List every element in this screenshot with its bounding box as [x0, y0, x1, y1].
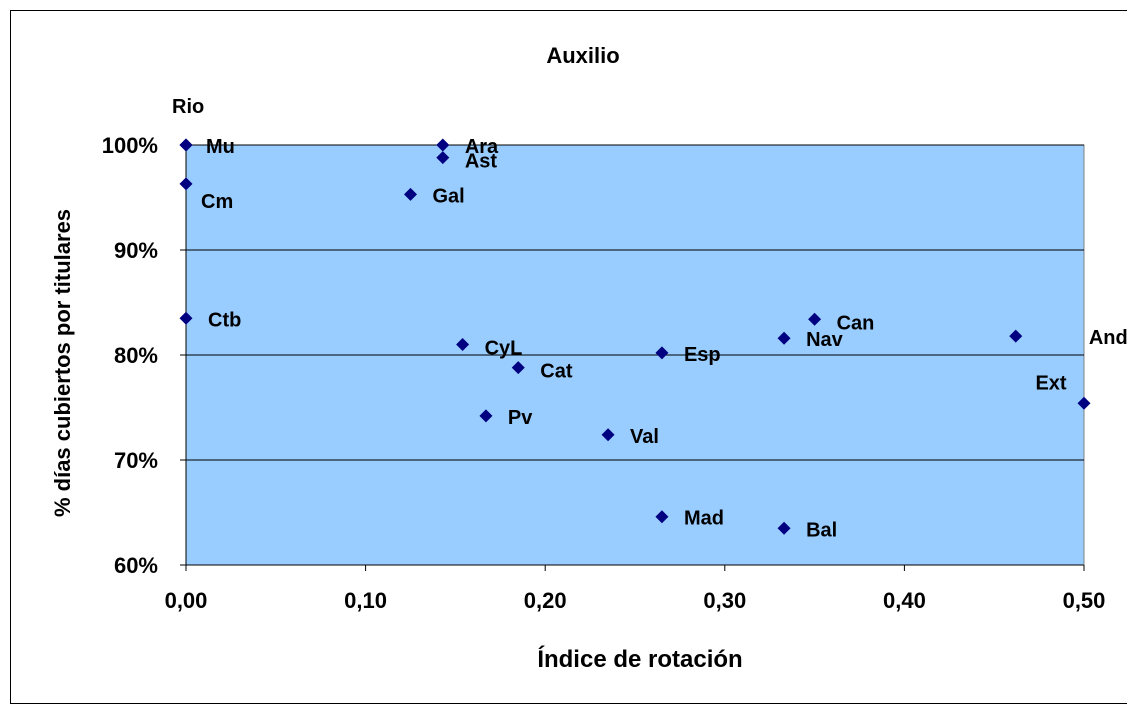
data-label-gal: Gal: [433, 185, 465, 207]
y-tick-label: 90%: [114, 238, 158, 263]
data-label-esp: Esp: [684, 344, 721, 366]
data-point-cat: [511, 361, 525, 375]
x-tick-label: 0,50: [1063, 588, 1106, 613]
y-axis-label: % días cubiertos por titulares: [50, 209, 75, 517]
data-label-ast: Ast: [465, 151, 498, 173]
data-point-and: [1009, 329, 1023, 343]
y-tick-label: 60%: [114, 553, 158, 578]
x-tick-label: 0,10: [344, 588, 387, 613]
data-point-ext: [1077, 396, 1091, 410]
y-tick-label: 80%: [114, 343, 158, 368]
chart-title: Auxilio: [546, 43, 619, 68]
data-point-can: [808, 312, 822, 326]
data-label-can: Can: [837, 312, 875, 334]
x-tick-label: 0,20: [524, 588, 567, 613]
data-label-mu: Mu: [206, 136, 235, 158]
x-tick-label: 0,40: [883, 588, 926, 613]
data-point-ara: [436, 138, 450, 152]
data-label-cat: Cat: [540, 361, 573, 383]
data-point-mu: [179, 138, 193, 152]
data-markers: [179, 138, 1091, 535]
data-label-ext: Ext: [1035, 372, 1066, 394]
data-point-val: [601, 428, 615, 442]
data-point-cyl: [456, 338, 470, 351]
data-label-val: Val: [630, 426, 659, 448]
x-tick-label: 0,00: [165, 588, 208, 613]
data-point-mad: [655, 510, 669, 524]
data-label-ctb: Ctb: [208, 309, 241, 331]
data-label-mad: Mad: [684, 508, 724, 530]
gridlines: [186, 144, 1084, 461]
data-point-pv: [479, 409, 493, 423]
data-point-gal: [404, 187, 417, 201]
data-label-and: And: [1089, 327, 1128, 349]
data-point-ast: [436, 151, 450, 165]
data-label-ara: Ara: [465, 136, 499, 158]
data-label-cm: Cm: [201, 191, 233, 213]
y-tick-label: 70%: [114, 448, 158, 473]
data-label-nav: Nav: [806, 329, 844, 351]
y-tick-label: 100%: [102, 133, 158, 158]
data-point-ctb: [179, 311, 193, 325]
data-point-cm: [179, 177, 193, 191]
data-point-nav: [777, 331, 791, 345]
y-axis-ticks: 60% 70% 80% 90% 100%: [102, 133, 186, 578]
data-point-bal: [777, 521, 791, 535]
data-label-bal: Bal: [806, 519, 837, 541]
x-axis-ticks: 0,00 0,10 0,20 0,30 0,40 0,50: [165, 565, 1106, 613]
x-axis-label: Índice de rotación: [537, 645, 742, 673]
data-label-pv: Pv: [508, 407, 533, 429]
data-point-esp: [655, 346, 669, 360]
data-label-rio: Rio: [172, 96, 204, 118]
data-label-cyl: CyL: [485, 338, 523, 360]
x-tick-label: 0,30: [703, 588, 746, 613]
